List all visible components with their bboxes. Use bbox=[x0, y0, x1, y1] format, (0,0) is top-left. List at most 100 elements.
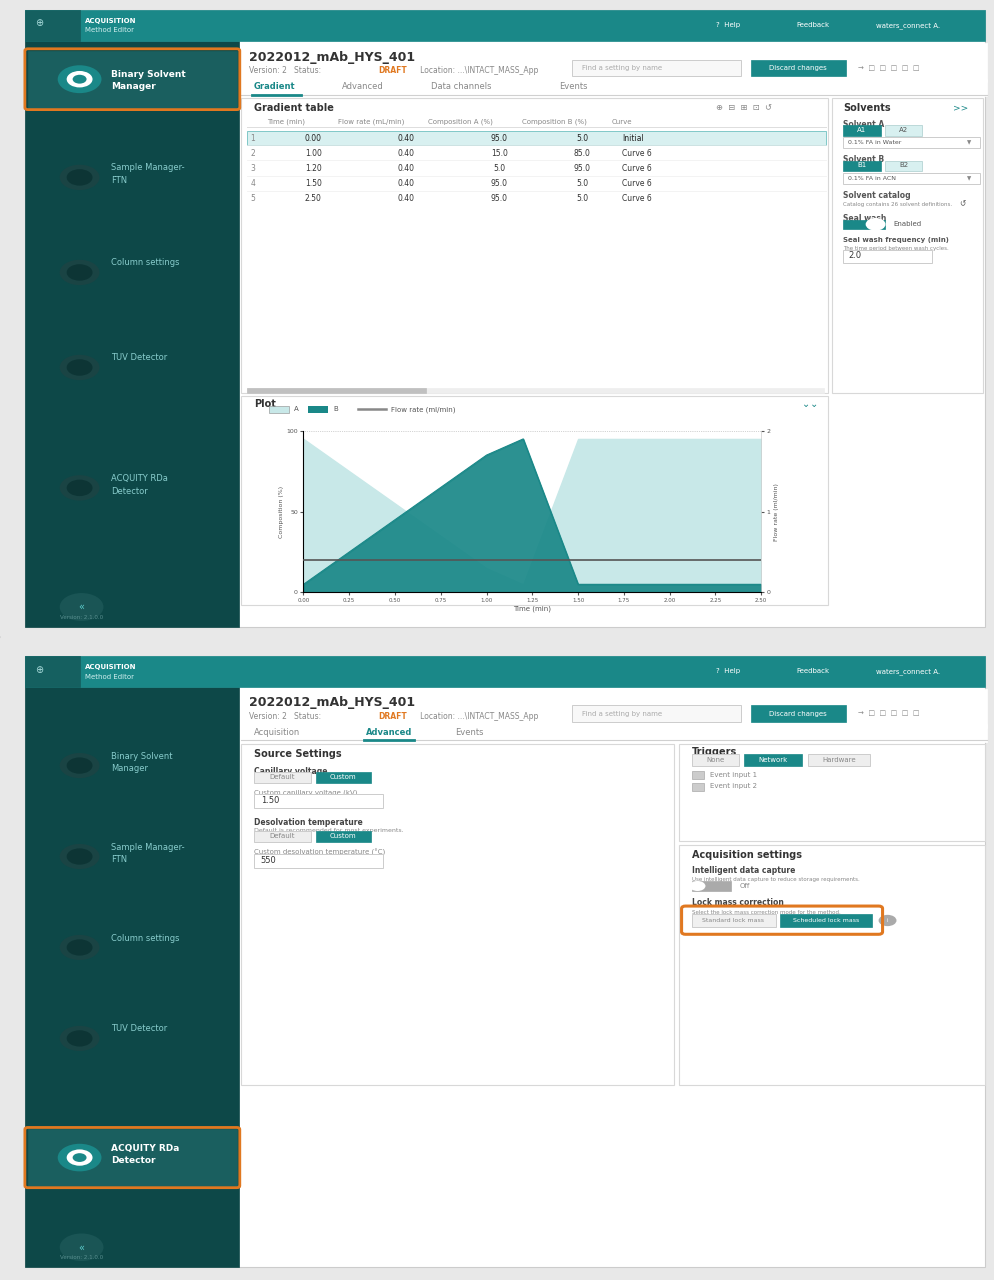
Text: FTN: FTN bbox=[111, 855, 127, 864]
Circle shape bbox=[60, 1234, 103, 1261]
Bar bbox=[253, 831, 311, 842]
Text: Seal wash: Seal wash bbox=[842, 214, 886, 223]
Text: 1: 1 bbox=[250, 133, 254, 142]
Circle shape bbox=[67, 169, 92, 186]
Text: Network: Network bbox=[757, 756, 787, 763]
Text: Detector: Detector bbox=[111, 486, 148, 495]
Circle shape bbox=[865, 218, 885, 230]
Text: 0.40: 0.40 bbox=[397, 179, 414, 188]
Text: Desolvation temperature: Desolvation temperature bbox=[253, 818, 362, 827]
Text: ⊕: ⊕ bbox=[35, 18, 43, 28]
Circle shape bbox=[67, 1149, 92, 1166]
Text: Location: ...\INTACT_MASS_App: Location: ...\INTACT_MASS_App bbox=[413, 67, 538, 76]
Circle shape bbox=[60, 1025, 99, 1051]
Bar bbox=[691, 914, 775, 928]
Bar bbox=[842, 137, 979, 148]
Bar bbox=[241, 99, 827, 393]
Circle shape bbox=[60, 165, 99, 189]
Text: Intelligent data capture: Intelligent data capture bbox=[691, 865, 794, 874]
Text: Standard lock mass: Standard lock mass bbox=[702, 918, 763, 923]
Text: i: i bbox=[886, 918, 888, 923]
Text: Plot: Plot bbox=[253, 398, 275, 408]
Text: 2.0: 2.0 bbox=[848, 251, 861, 260]
Circle shape bbox=[67, 940, 92, 956]
Text: Curve 6: Curve 6 bbox=[621, 195, 651, 204]
Text: Composition B (%): Composition B (%) bbox=[522, 119, 586, 125]
Circle shape bbox=[67, 758, 92, 773]
Text: Manager: Manager bbox=[111, 82, 156, 91]
Circle shape bbox=[73, 74, 86, 83]
Bar bbox=[884, 161, 921, 172]
Bar bbox=[831, 99, 982, 393]
Text: Off: Off bbox=[739, 883, 748, 890]
Text: ?  Help: ? Help bbox=[716, 668, 740, 675]
Text: Version: 2   Status:: Version: 2 Status: bbox=[248, 67, 323, 76]
Text: ▼: ▼ bbox=[966, 177, 970, 182]
Bar bbox=[807, 754, 869, 765]
Text: Data channels: Data channels bbox=[430, 82, 491, 91]
Text: ACQUITY RDa: ACQUITY RDa bbox=[111, 1143, 180, 1153]
Text: 5: 5 bbox=[250, 195, 254, 204]
Text: B: B bbox=[333, 406, 338, 412]
Text: Method Editor: Method Editor bbox=[84, 673, 133, 680]
Bar bbox=[316, 772, 371, 783]
Text: ▼: ▼ bbox=[966, 140, 970, 145]
Bar bbox=[842, 161, 880, 172]
Text: Advanced: Advanced bbox=[366, 728, 413, 737]
Text: 0.1% FA in ACN: 0.1% FA in ACN bbox=[847, 177, 895, 182]
Text: Use intelligent data capture to reduce storage requirements.: Use intelligent data capture to reduce s… bbox=[691, 877, 859, 882]
Text: Custom desolvation temperature (°C): Custom desolvation temperature (°C) bbox=[253, 849, 385, 856]
Text: Capillary voltage: Capillary voltage bbox=[253, 767, 327, 777]
Text: Version: 2.1.0.0: Version: 2.1.0.0 bbox=[60, 1256, 102, 1261]
Text: Sample Manager-: Sample Manager- bbox=[111, 842, 185, 851]
Text: 5.0: 5.0 bbox=[493, 164, 505, 173]
Circle shape bbox=[67, 1030, 92, 1047]
Text: >>: >> bbox=[952, 104, 967, 113]
Text: DRAFT: DRAFT bbox=[378, 712, 407, 721]
Circle shape bbox=[878, 915, 896, 927]
Bar bbox=[241, 44, 986, 82]
Y-axis label: Flow rate (ml/min): Flow rate (ml/min) bbox=[772, 483, 777, 540]
Bar bbox=[25, 687, 239, 1267]
Text: 5.0: 5.0 bbox=[576, 133, 587, 142]
Bar bbox=[750, 705, 845, 722]
Text: 1.00: 1.00 bbox=[305, 148, 321, 157]
Text: Acquisition: Acquisition bbox=[253, 728, 299, 737]
Text: Advanced: Advanced bbox=[342, 82, 384, 91]
Text: A: A bbox=[0, 0, 2, 3]
Text: →  □  □  □  □  □: → □ □ □ □ □ bbox=[857, 710, 918, 717]
Text: Solvents: Solvents bbox=[842, 102, 890, 113]
Text: ⌄⌄: ⌄⌄ bbox=[801, 398, 817, 408]
Bar bbox=[779, 914, 871, 928]
Bar bbox=[691, 754, 739, 765]
Bar bbox=[691, 772, 704, 780]
Text: Event input 2: Event input 2 bbox=[710, 783, 756, 790]
Text: Composition A (%): Composition A (%) bbox=[427, 119, 492, 125]
Text: Triggers: Triggers bbox=[691, 746, 736, 756]
Circle shape bbox=[73, 1153, 86, 1162]
Text: Hardware: Hardware bbox=[821, 756, 855, 763]
Text: Version: 2   Status:: Version: 2 Status: bbox=[248, 712, 323, 721]
Circle shape bbox=[67, 849, 92, 865]
Text: Source Settings: Source Settings bbox=[253, 749, 341, 759]
Text: Seal wash frequency (min): Seal wash frequency (min) bbox=[842, 237, 947, 242]
Bar bbox=[744, 754, 801, 765]
Bar bbox=[253, 854, 383, 868]
Bar bbox=[28, 51, 237, 108]
Text: Feedback: Feedback bbox=[795, 22, 828, 28]
Text: Custom: Custom bbox=[330, 774, 356, 781]
Text: 5.0: 5.0 bbox=[576, 195, 587, 204]
Text: A1: A1 bbox=[856, 127, 866, 133]
Text: The time period between wash cycles.: The time period between wash cycles. bbox=[842, 246, 947, 251]
Text: Curve 6: Curve 6 bbox=[621, 164, 651, 173]
Text: Default: Default bbox=[269, 774, 295, 781]
Bar bbox=[25, 9, 984, 41]
Text: Discard changes: Discard changes bbox=[768, 65, 826, 70]
Bar bbox=[842, 125, 880, 136]
Text: Find a setting by name: Find a setting by name bbox=[581, 710, 662, 717]
Text: «: « bbox=[79, 602, 84, 612]
Text: Flow rate (mL/min): Flow rate (mL/min) bbox=[338, 119, 405, 125]
Bar bbox=[691, 881, 731, 891]
Text: 15.0: 15.0 bbox=[491, 148, 507, 157]
Text: 1.50: 1.50 bbox=[260, 796, 278, 805]
